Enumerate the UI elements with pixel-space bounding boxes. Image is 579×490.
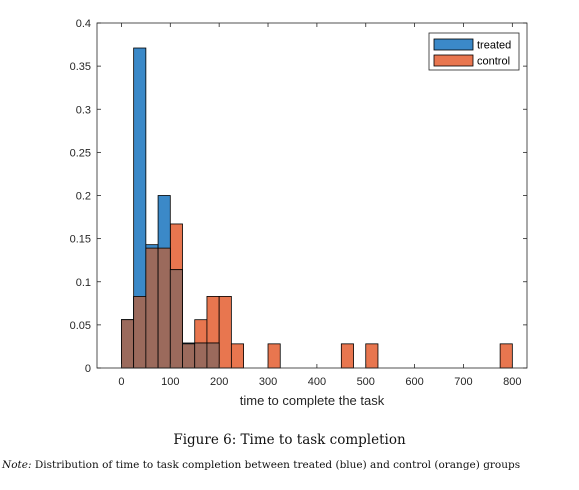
legend-swatch-treated — [433, 38, 474, 51]
histogram-chart: 0 100 200 300 400 500 600 700 800 0 0.05 0.1 0.15 0.… — [70, 18, 528, 408]
figure-caption: Figure 6: Time to task completion — [173, 432, 406, 448]
overlap-bar-1 — [133, 296, 147, 369]
x-tick-label-6: 600 — [405, 376, 423, 388]
control-bar-13 — [499, 343, 513, 369]
x-tick-label-4: 400 — [308, 376, 326, 388]
control-bar-9 — [230, 343, 244, 369]
y-tick-label-8: 0.4 — [76, 18, 91, 30]
overlap-bar-0 — [121, 319, 135, 369]
overlap-bars — [121, 247, 220, 369]
overlap-bar-4 — [169, 269, 183, 369]
overlap-bar-3 — [157, 247, 171, 369]
x-tick-label-0: 0 — [118, 376, 124, 388]
legend: treated control — [428, 32, 520, 71]
overlap-bar-2 — [145, 247, 159, 369]
x-tick-label-2: 200 — [210, 376, 228, 388]
overlap-bar-7 — [206, 342, 220, 369]
x-axis-ticks: 0 100 200 300 400 500 600 700 800 — [118, 23, 522, 388]
x-tick-label-5: 500 — [357, 376, 375, 388]
y-tick-label-4: 0.2 — [76, 191, 91, 203]
control-bar-10 — [267, 343, 281, 369]
x-tick-label-3: 300 — [259, 376, 277, 388]
figure-note: Note: Distribution of time to task compl… — [2, 459, 577, 471]
y-tick-label-3: 0.15 — [70, 234, 91, 246]
x-tick-label-7: 700 — [454, 376, 472, 388]
x-tick-label-8: 800 — [503, 376, 521, 388]
note-label: Note: — [2, 459, 32, 471]
y-tick-label-6: 0.3 — [76, 104, 91, 116]
y-axis-ticks: 0 0.05 0.1 0.15 0.2 0.25 0.3 0.35 0.4 — [70, 18, 527, 375]
legend-swatch-control — [433, 54, 474, 67]
y-tick-label-2: 0.1 — [76, 277, 91, 289]
legend-label-treated: treated — [477, 40, 511, 52]
control-bar-12 — [365, 343, 379, 369]
y-tick-label-0: 0 — [85, 363, 91, 375]
x-axis-label: time to complete the task — [240, 393, 385, 408]
overlap-bar-6 — [194, 342, 208, 369]
y-tick-label-1: 0.05 — [70, 320, 91, 332]
y-tick-label-5: 0.25 — [70, 147, 91, 159]
legend-label-control: control — [477, 56, 510, 68]
overlap-bar-5 — [182, 343, 196, 369]
y-tick-label-7: 0.35 — [70, 61, 91, 73]
control-bar-8 — [218, 296, 232, 369]
note-text: Distribution of time to task completion … — [31, 459, 521, 471]
x-tick-label-1: 100 — [161, 376, 179, 388]
control-bar-11 — [340, 343, 354, 369]
